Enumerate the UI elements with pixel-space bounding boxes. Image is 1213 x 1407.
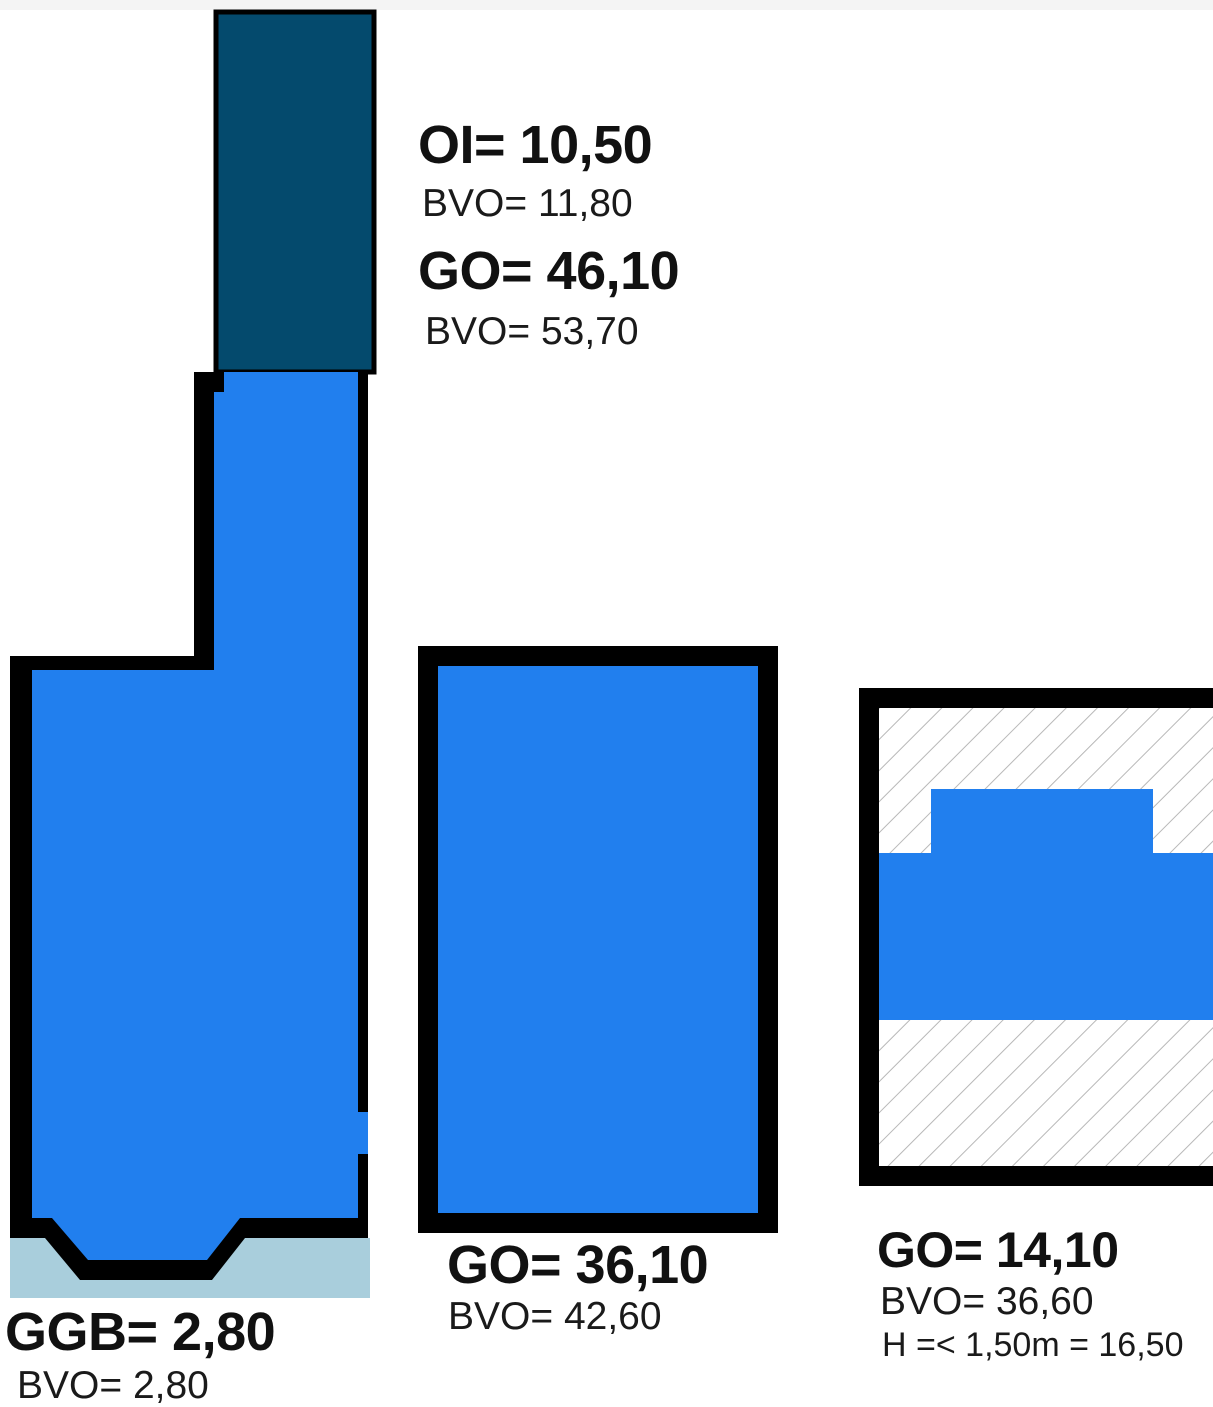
oi-label: OI= 10,50	[418, 115, 653, 175]
left-room-fill	[32, 372, 358, 1260]
ggb-label: GGB= 2,80	[5, 1302, 276, 1362]
go-middle-label: GO= 36,10	[447, 1235, 709, 1295]
go-right-bvo-label: BVO= 36,60	[880, 1280, 1094, 1323]
ggb-bvo-label: BVO= 2,80	[17, 1364, 209, 1407]
middle-room-shape	[418, 646, 778, 1233]
oi-bvo-label: BVO= 11,80	[422, 182, 633, 225]
oi-area-shape	[213, 9, 377, 375]
go-left-bvo-label: BVO= 53,70	[425, 310, 639, 353]
go-middle-bvo-label: BVO= 42,60	[448, 1295, 662, 1338]
go-right-label: GO= 14,10	[877, 1222, 1119, 1278]
right-room-full-height-area	[879, 789, 1213, 1020]
wall-notch-right	[358, 1112, 368, 1154]
top-strip	[0, 0, 1213, 10]
go-left-label: GO= 46,10	[418, 241, 680, 301]
go-right-height-note: H =< 1,50m = 16,50	[882, 1326, 1184, 1364]
wall-notch-top	[194, 372, 224, 392]
